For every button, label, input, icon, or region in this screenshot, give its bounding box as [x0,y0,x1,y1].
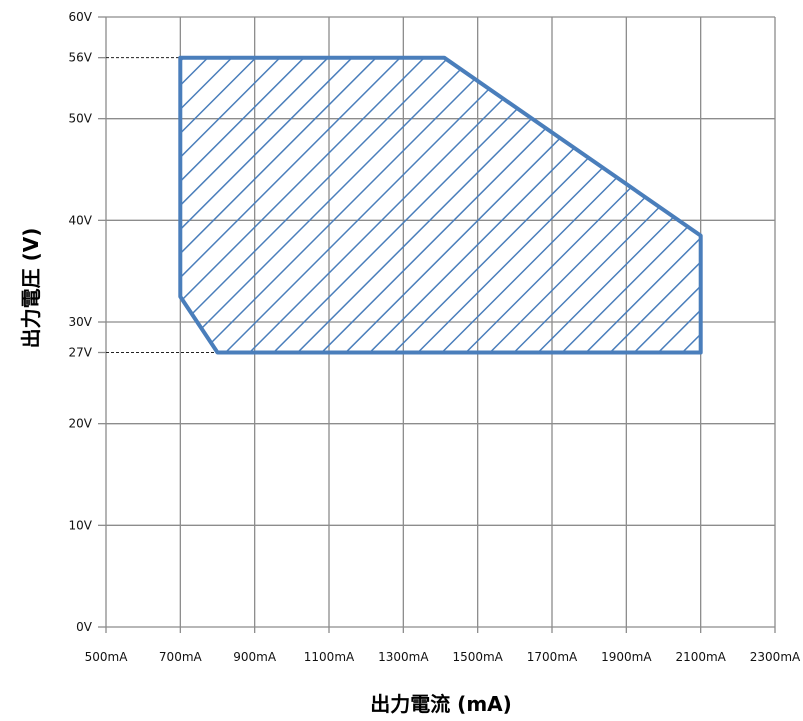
y-tick-label: 30V [69,315,93,329]
x-tick-label: 1300mA [378,650,429,664]
y-tick-label: 56V [69,51,93,65]
x-tick-label: 700mA [159,650,203,664]
x-tick-label: 1700mA [527,650,578,664]
y-tick-label: 60V [69,10,93,24]
x-tick-label: 2100mA [675,650,726,664]
x-tick-label: 500mA [85,650,129,664]
y-axis-ticks: 0V 10V 20V 27V 30V 40V 50V 56V 60V [69,10,93,634]
reference-lines [106,57,218,353]
y-axis-title: 出力電圧 (V) [19,228,43,349]
operating-region-area [178,55,703,355]
x-tick-label: 1500mA [452,650,503,664]
x-tick-label: 1900mA [601,650,652,664]
y-tick-label: 27V [69,346,93,360]
y-tick-label: 10V [69,518,93,532]
operating-region [178,55,703,355]
x-axis-ticks: 500mA 700mA 900mA 1100mA 1300mA 1500mA 1700mA 1… [85,650,801,664]
y-tick-label: 50V [69,112,93,126]
y-tick-label: 40V [69,213,93,227]
x-tick-label: 900mA [233,650,277,664]
x-tick-label: 1100mA [304,650,355,664]
y-tick-label: 0V [76,620,93,634]
y-tick-label: 20V [69,417,93,431]
x-tick-label: 2300mA [750,650,801,664]
x-axis-title: 出力電流 (mA) [370,692,512,716]
